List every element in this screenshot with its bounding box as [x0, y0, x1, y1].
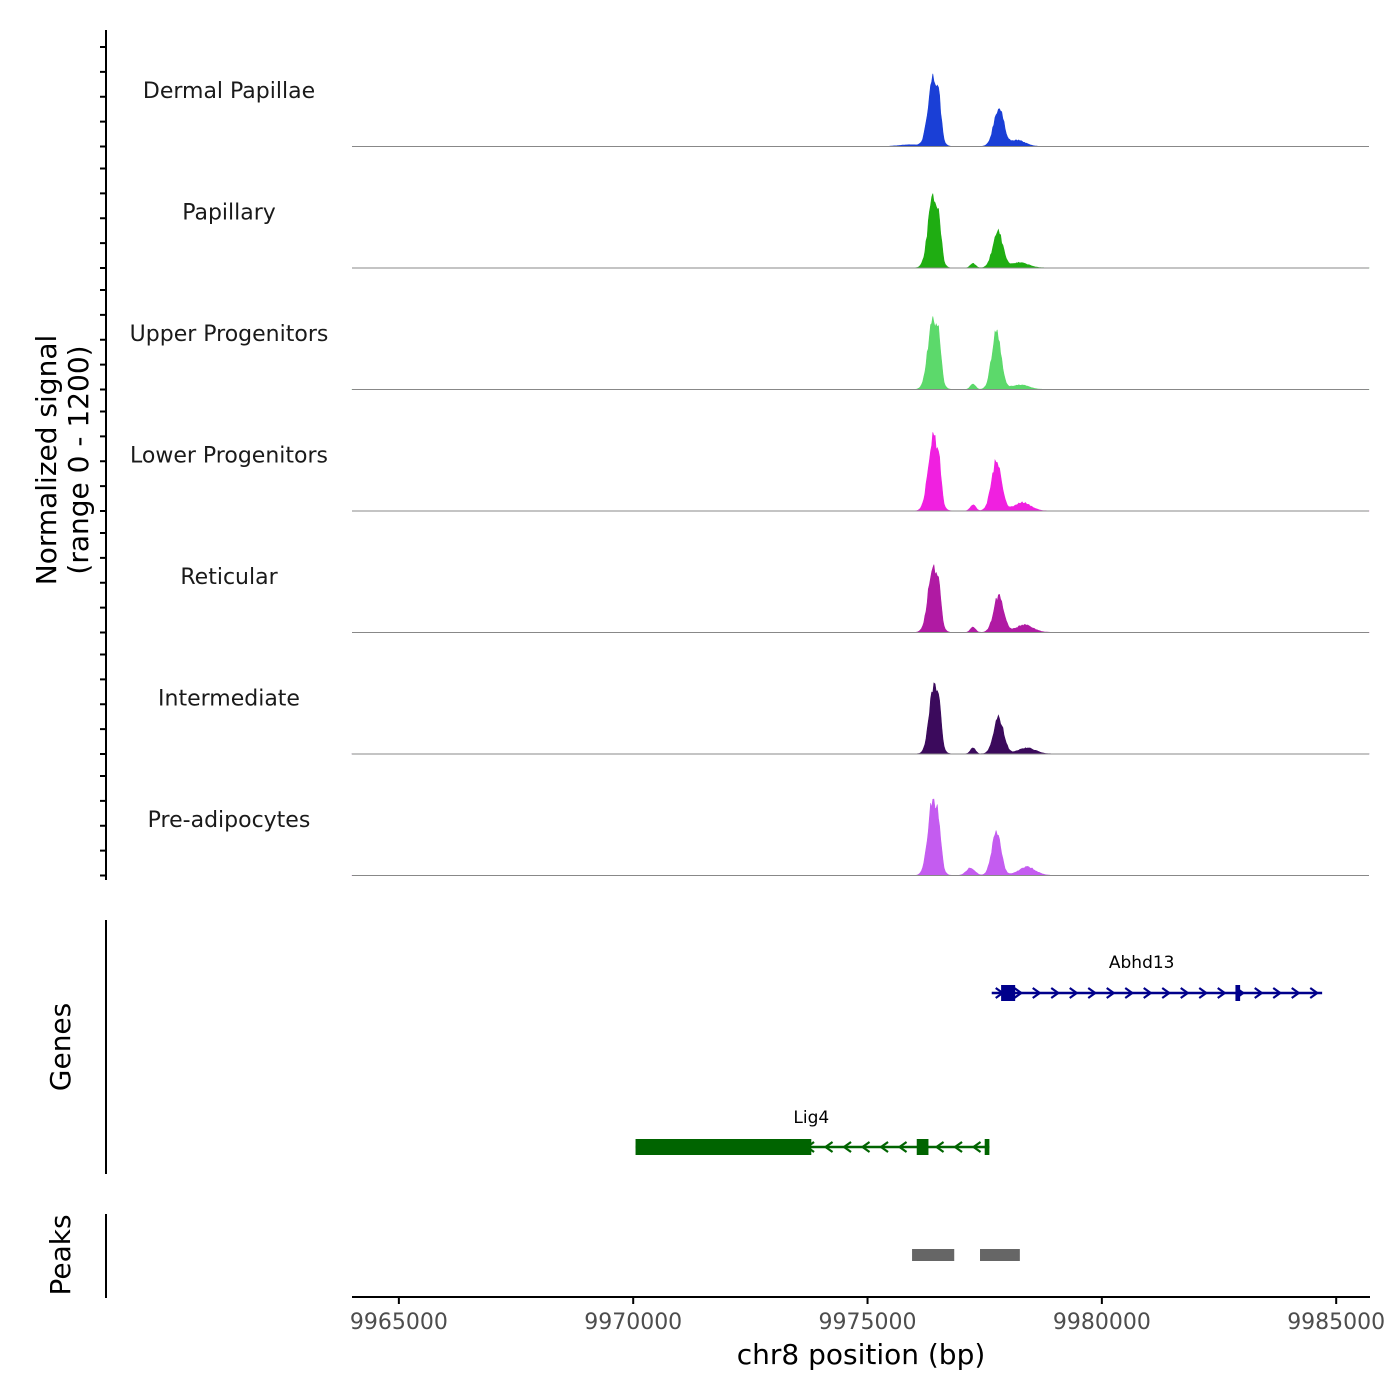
- strand-arrow: [971, 1141, 982, 1153]
- x-axis-ticks: 9965000 9970000 9975000 9980000 9985000: [350, 1297, 1385, 1335]
- track-signal-area: [351, 682, 1370, 755]
- strand-arrow: [1032, 987, 1042, 999]
- strand-arrow: [934, 1141, 945, 1153]
- gene-exon: [635, 1139, 812, 1155]
- strand-arrow: [860, 1141, 871, 1153]
- peak-region: [912, 1249, 955, 1261]
- track-7: Pre-adipocytes: [148, 798, 1370, 876]
- track-5: Reticular: [180, 564, 1370, 633]
- x-tick-label: 9965000: [350, 1310, 448, 1335]
- strand-arrow: [1050, 987, 1061, 999]
- track-label: Lower Progenitors: [130, 444, 328, 469]
- gene-abhd13: Abhd13: [991, 953, 1323, 1001]
- coverage-y-ticks: [100, 46, 106, 877]
- coverage-y-axis-title: Normalized signal (range 0 - 1200): [30, 335, 95, 586]
- peaks-track-label: Peaks: [44, 1214, 77, 1295]
- track-2: Papillary: [182, 193, 1370, 269]
- track-signal-area: [352, 193, 1370, 269]
- x-tick-label: 9980000: [1053, 1310, 1151, 1335]
- strand-arrow: [953, 1141, 963, 1153]
- strand-arrow: [1161, 987, 1172, 999]
- strand-arrow: [1217, 987, 1227, 999]
- track-label: Papillary: [182, 201, 276, 226]
- track-label: Upper Progenitors: [130, 322, 329, 347]
- strand-arrow: [1198, 987, 1209, 999]
- gene-label: Abhd13: [1109, 953, 1175, 973]
- track-1: Dermal Papillae: [143, 73, 1369, 147]
- peaks-track: [912, 1249, 1020, 1261]
- strand-arrow: [1291, 987, 1301, 999]
- genes-track-label: Genes: [44, 1003, 77, 1091]
- coverage-tracks: Dermal Papillae Papillary Upper Progenitor…: [130, 73, 1370, 876]
- y-axis-title-line1: Normalized signal: [30, 335, 63, 586]
- peak-region: [980, 1249, 1020, 1261]
- track-signal-area: [351, 798, 1370, 876]
- x-tick-label: 9975000: [819, 1310, 917, 1335]
- track-label: Intermediate: [158, 687, 300, 712]
- strand-arrow: [823, 1141, 834, 1153]
- gene-exon: [1001, 985, 1016, 1001]
- gene-lig4: Lig4: [635, 1108, 990, 1155]
- track-label: Dermal Papillae: [143, 79, 315, 104]
- x-tick-label: 9970000: [584, 1310, 682, 1335]
- y-axis-title-line2: (range 0 - 1200): [62, 345, 95, 574]
- track-3: Upper Progenitors: [130, 316, 1370, 390]
- gene-exon: [1235, 985, 1241, 1001]
- gene-exon: [984, 1139, 990, 1155]
- strand-arrow: [1069, 987, 1079, 999]
- track-signal-area: [351, 73, 1369, 147]
- gene-label: Lig4: [793, 1108, 829, 1128]
- track-signal-area: [351, 316, 1370, 390]
- strand-arrow: [1013, 987, 1024, 999]
- strand-arrow: [1143, 987, 1153, 999]
- track-signal-area: [352, 564, 1370, 633]
- x-axis-title: chr8 position (bp): [737, 1338, 986, 1371]
- strand-arrow: [1106, 987, 1116, 999]
- strand-arrow: [842, 1141, 852, 1153]
- strand-arrow: [879, 1141, 889, 1153]
- strand-arrow: [1124, 987, 1135, 999]
- track-6: Intermediate: [158, 682, 1370, 755]
- track-signal-area: [352, 432, 1370, 512]
- strand-arrow: [1087, 987, 1098, 999]
- genes-track: Abhd13 Lig4: [635, 953, 1323, 1155]
- strand-arrow: [1272, 987, 1283, 999]
- gene-exon: [916, 1139, 929, 1155]
- strand-arrow: [897, 1141, 908, 1153]
- strand-arrow: [1309, 987, 1320, 999]
- strand-arrow: [1254, 987, 1264, 999]
- track-4: Lower Progenitors: [130, 432, 1370, 512]
- track-label: Pre-adipocytes: [148, 808, 311, 833]
- x-tick-label: 9985000: [1287, 1310, 1385, 1335]
- track-label: Reticular: [180, 565, 278, 590]
- strand-arrow: [1180, 987, 1190, 999]
